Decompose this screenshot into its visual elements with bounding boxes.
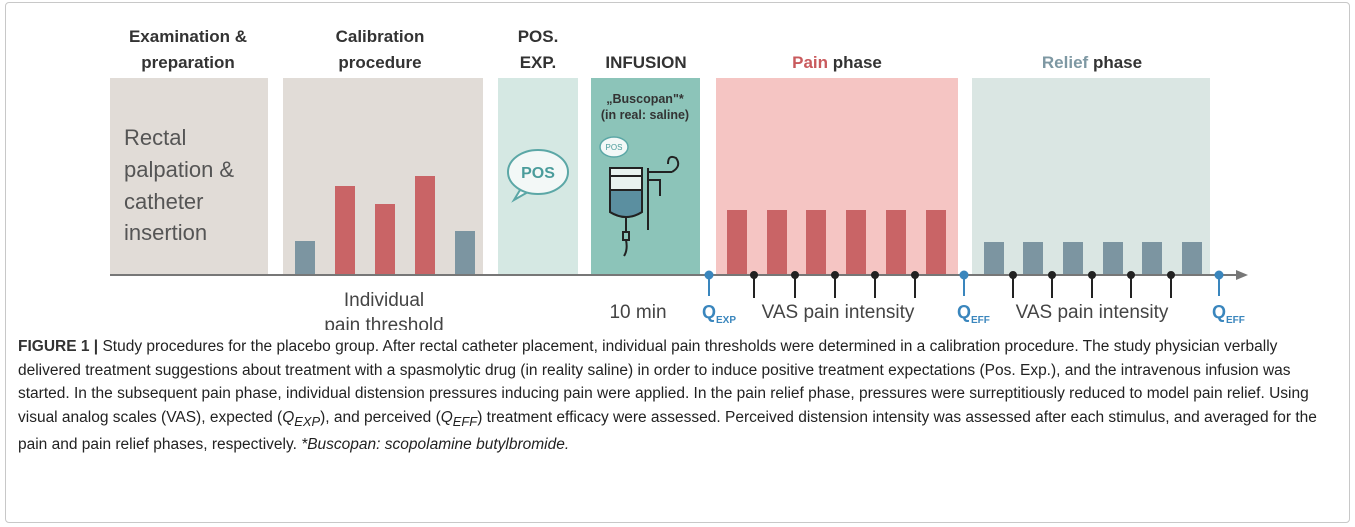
q-sub: EXP (294, 413, 321, 429)
exam-line: catheter (124, 189, 204, 214)
below-label: pain threshold (324, 315, 443, 330)
q-letter: Q (1212, 302, 1226, 322)
header-rest: phase (1093, 53, 1142, 72)
header: Relief phase (1042, 53, 1142, 72)
header: POS. (518, 27, 559, 46)
stimulus-bar (375, 204, 395, 275)
iv-drip (609, 155, 680, 257)
stimulus-bar (886, 210, 906, 275)
stimulus-bar (415, 176, 435, 275)
bubble-text: POS (606, 143, 623, 152)
pain-bars (727, 210, 946, 275)
header: preparation (141, 53, 235, 72)
q-sub: EFF (971, 315, 990, 326)
below-label: VAS pain intensity (762, 302, 915, 323)
pos-bubble (507, 149, 569, 195)
header-highlight: Relief (1042, 53, 1089, 72)
exam-text: Rectal palpation & catheter insertion (124, 125, 234, 245)
caption: FIGURE 1 | Study procedures for the plac… (18, 335, 1340, 457)
figure-frame (5, 2, 1350, 523)
header: INFUSION (605, 53, 686, 72)
stimulus-bar (727, 210, 747, 275)
caption-text: ), and perceived ( (320, 408, 441, 426)
stimulus-bar (1103, 242, 1123, 275)
stimulus-bar (767, 210, 787, 275)
exam-line: palpation & (124, 157, 234, 182)
header-rest: phase (833, 53, 882, 72)
relief-bars (984, 242, 1202, 275)
q-label: QEFF (1212, 302, 1245, 326)
panel-pain (716, 78, 958, 275)
q-symbol: QEFF (440, 408, 478, 429)
stimulus-bar (295, 241, 315, 275)
header: Calibration (336, 27, 425, 46)
stimulus-bar (846, 210, 866, 275)
stimulus-bar (1023, 242, 1043, 275)
stimulus-bar (1063, 242, 1083, 275)
q-sub: EFF (1226, 315, 1245, 326)
header-highlight: Pain (792, 53, 828, 72)
stimulus-bar (1142, 242, 1162, 275)
q-sub: EXP (716, 315, 736, 326)
stimulus-bar (926, 210, 946, 275)
below-label: Individual (344, 290, 424, 311)
q-letter: Q (440, 408, 453, 426)
small-bubble (599, 136, 629, 158)
stimulus-bar (335, 186, 355, 275)
exam-line: Rectal (124, 125, 186, 150)
q-letter: Q (957, 302, 971, 322)
q-symbol: QEXP (282, 408, 321, 429)
panel-exam (110, 78, 268, 275)
caption-text: Study procedures for the placebo group. … (18, 338, 1309, 426)
diagram: Examination & preparation Calibration pr… (110, 27, 1248, 330)
caption-label: FIGURE 1 | (18, 338, 99, 355)
q-sub: EFF (452, 413, 478, 429)
stimulus-bar (984, 242, 1004, 275)
q-markers (704, 270, 1224, 296)
header: procedure (338, 53, 421, 72)
stimulus-bar (1182, 242, 1202, 275)
q-label: QEXP (702, 302, 736, 326)
axis-arrow (1236, 270, 1248, 280)
below-label: VAS pain intensity (1016, 302, 1169, 323)
caption-footnote: *Buscopan: scopolamine butylbromide. (301, 436, 570, 454)
exam-line: insertion (124, 220, 207, 245)
q-letter: Q (282, 408, 295, 426)
stimulus-bar (455, 231, 475, 275)
header: Pain phase (792, 53, 882, 72)
below-label: 10 min (609, 302, 666, 323)
rating-markers (750, 271, 1175, 298)
panel-relief (972, 78, 1210, 275)
stimulus-bar (806, 210, 826, 275)
header: Examination & (129, 27, 247, 46)
q-label: QEFF (957, 302, 990, 326)
infusion-text: „Buscopan"* (606, 92, 684, 106)
q-letter: Q (702, 302, 716, 322)
caption-text: ) treatment efficacy were assessed. Perc… (18, 408, 1317, 454)
bubble-text: POS (521, 165, 555, 182)
header: EXP. (520, 53, 557, 72)
infusion-text: (in real: saline) (601, 108, 689, 122)
